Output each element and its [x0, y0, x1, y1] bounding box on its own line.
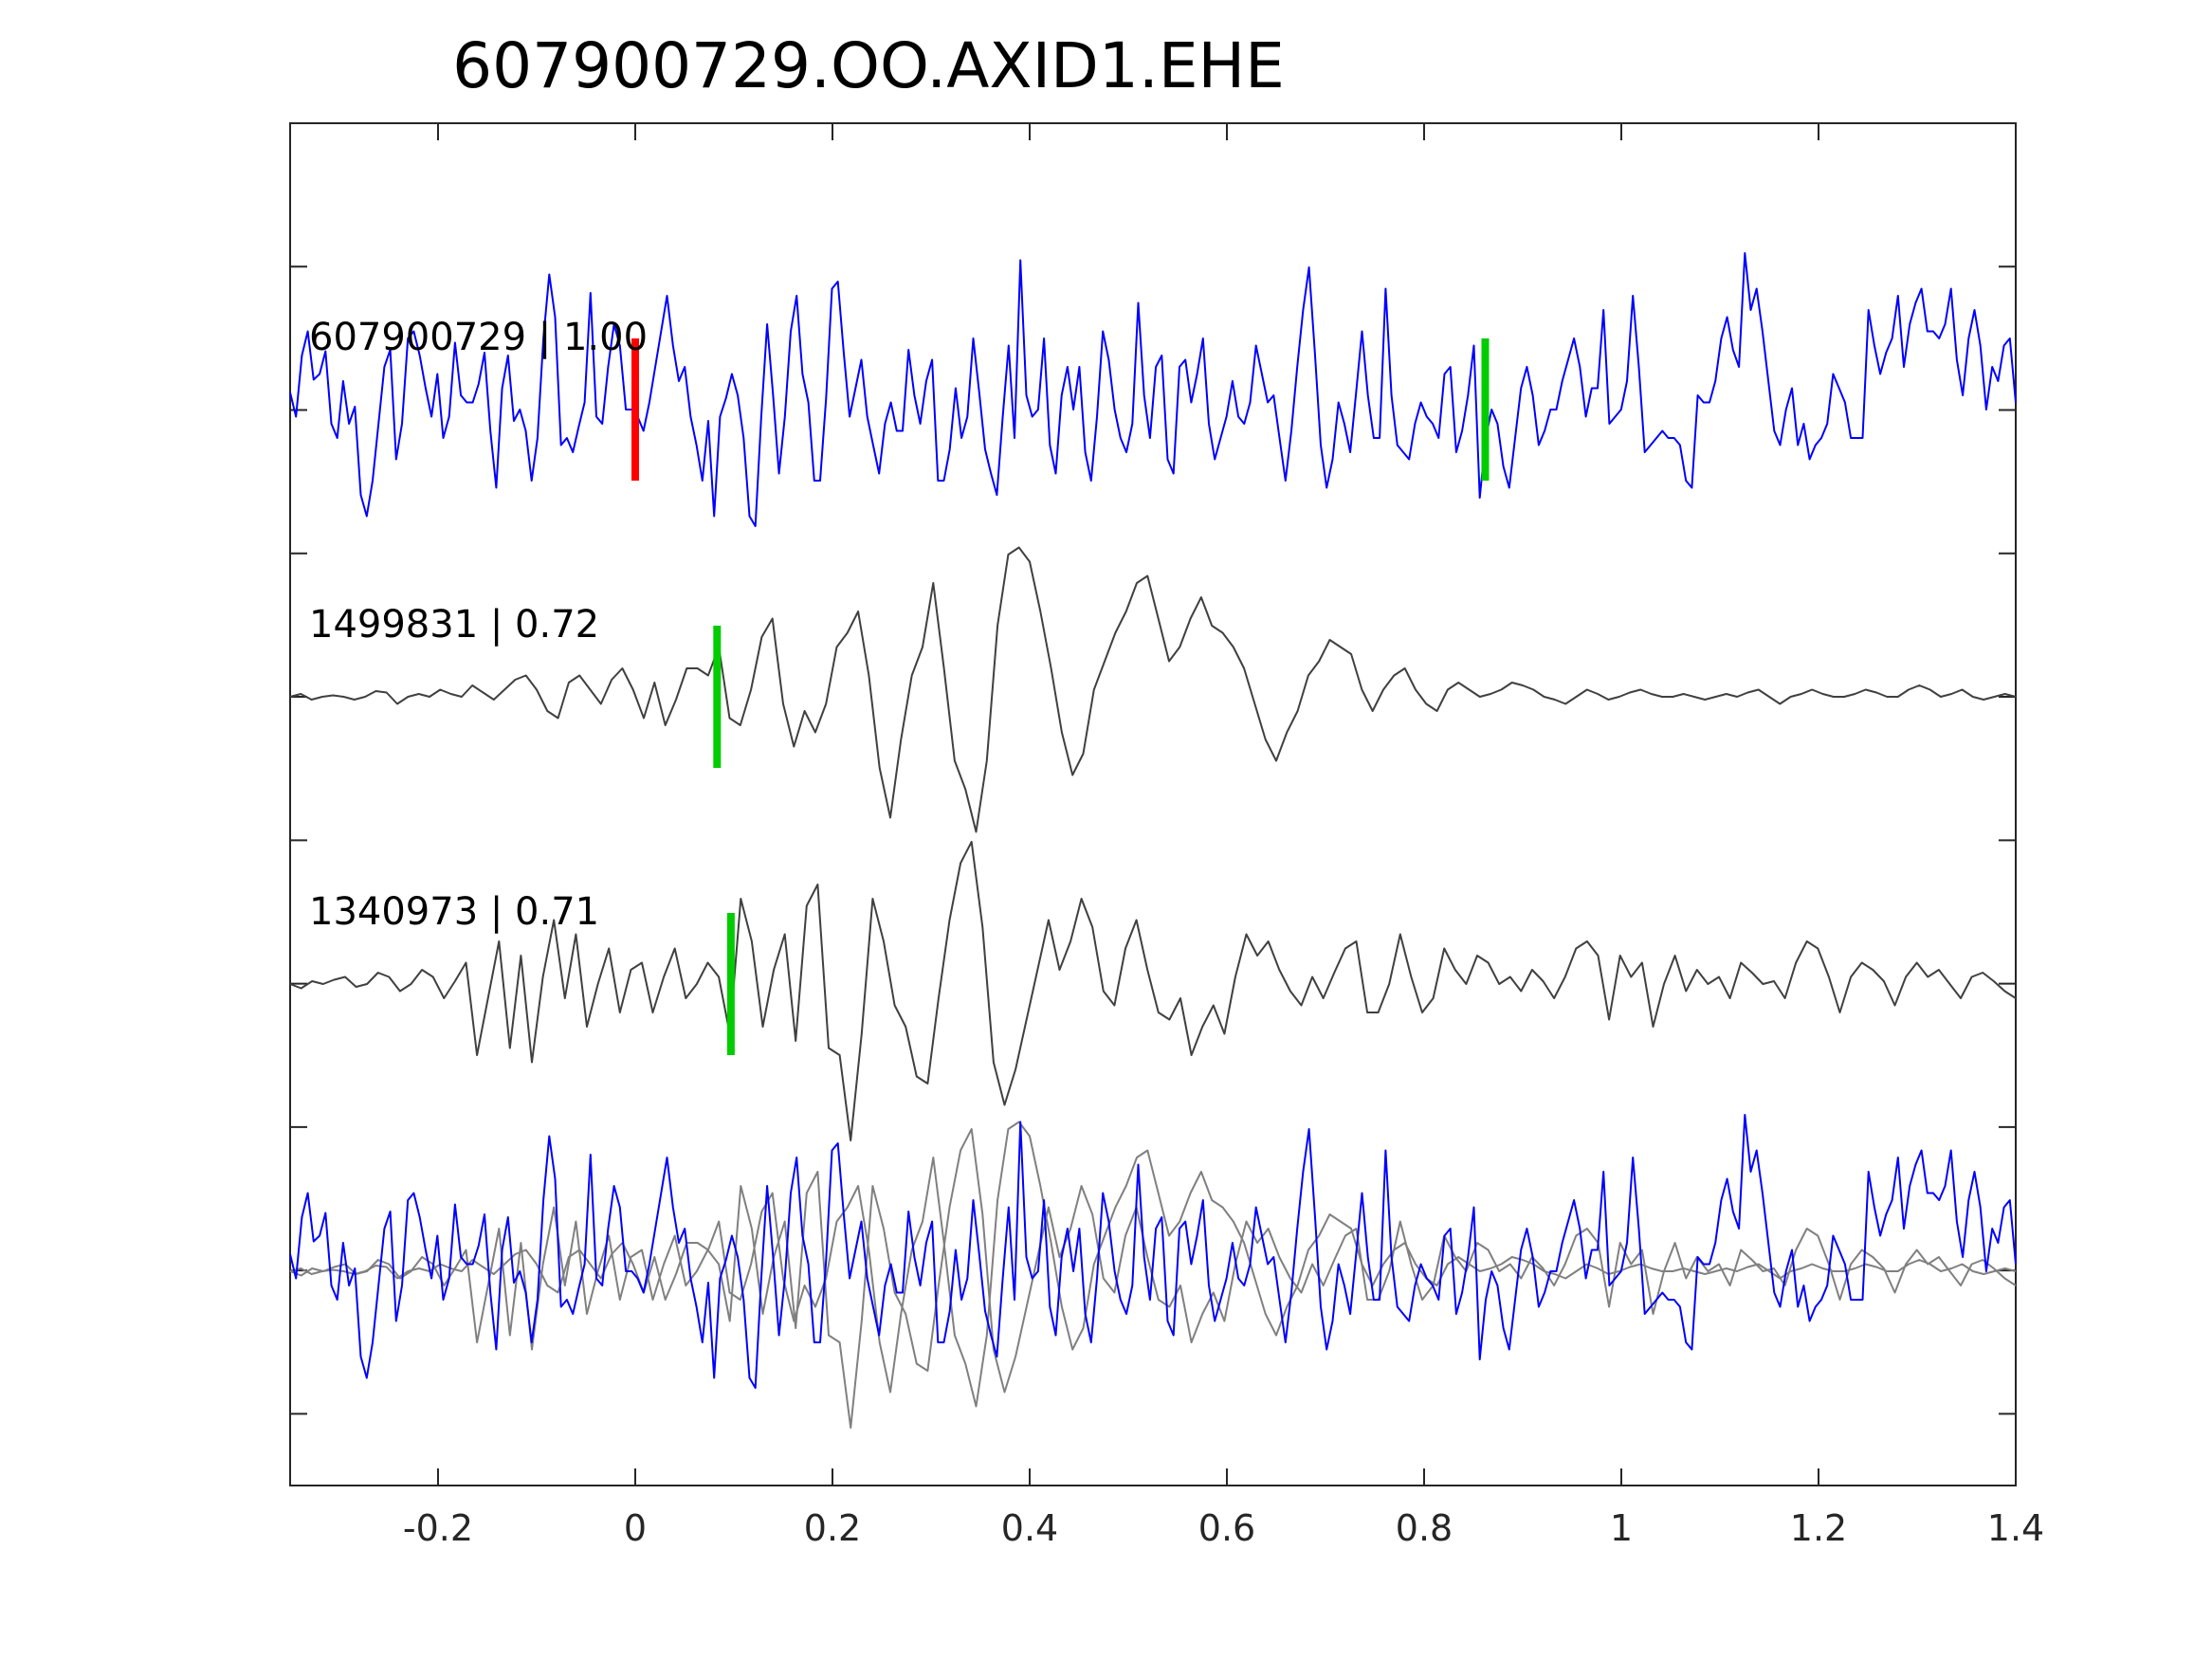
x-tick-label: 0.6 — [1198, 1507, 1255, 1549]
trace-label-2: 1499831 | 0.72 — [309, 603, 599, 647]
x-tick-label: 0 — [624, 1507, 647, 1549]
overlay-line-1 — [289, 1114, 2017, 1389]
overlay-line-2 — [289, 1121, 2017, 1408]
x-tick-label: 1 — [1610, 1507, 1633, 1549]
x-tick-label: 0.4 — [1001, 1507, 1058, 1549]
trace-line-3 — [289, 841, 2017, 1141]
trace-label-1: 607900729 | 1.00 — [309, 316, 648, 359]
overlay-line-3 — [289, 1128, 2017, 1429]
x-tick-label: 0.8 — [1396, 1507, 1453, 1549]
x-tick-label: -0.2 — [403, 1507, 473, 1549]
x-tick-label: 1.4 — [1987, 1507, 2044, 1549]
pick-markers — [631, 338, 1490, 1055]
trace-labels: 607900729 | 1.00 1499831 | 0.72 1340973 | … — [309, 316, 648, 934]
x-tick-label: 0.2 — [804, 1507, 861, 1549]
x-tick-labels: -0.2 0 0.2 0.4 0.6 0.8 1 1.2 1.4 — [403, 1507, 2044, 1549]
overlay-group — [289, 1114, 2017, 1429]
x-tick-label: 1.2 — [1790, 1507, 1847, 1549]
trace-line-2 — [289, 546, 2017, 833]
trace-line-1 — [289, 252, 2017, 527]
trace-label-3: 1340973 | 0.71 — [309, 890, 599, 934]
chart-title: 607900729.OO.AXID1.EHE — [452, 29, 1285, 102]
trace-group — [289, 252, 2017, 1141]
